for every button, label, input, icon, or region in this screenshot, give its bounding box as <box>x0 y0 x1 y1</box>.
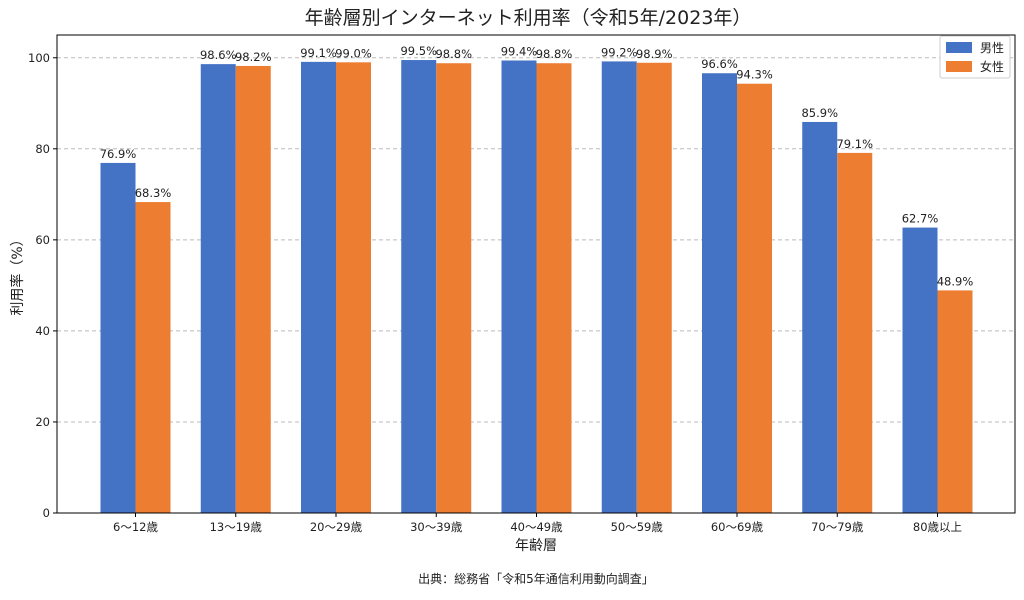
bar-value-label: 98.6% <box>200 48 237 62</box>
data-labels: 76.9%68.3%98.6%98.2% 99.1%99.0% 99.5%98.8%… <box>100 44 974 288</box>
bar-male <box>501 60 537 513</box>
x-tick-label: 50〜59歳 <box>611 520 664 534</box>
y-tick-label: 40 <box>35 324 50 338</box>
bar-value-label: 96.6% <box>701 57 738 71</box>
x-tick-label: 6〜12歳 <box>113 520 158 534</box>
bar-value-label: 68.3% <box>135 186 172 200</box>
bar-male <box>401 60 437 514</box>
bar-value-label: 98.9% <box>636 47 673 61</box>
bar-female <box>937 290 973 513</box>
x-tick-label: 80歳以上 <box>913 520 962 534</box>
bar-female <box>737 83 772 513</box>
y-tick-label: 0 <box>43 506 50 520</box>
source-note: 出典：総務省「令和5年通信利用動向調査」 <box>418 571 654 586</box>
bar-female <box>235 65 271 514</box>
bar-female <box>636 62 672 513</box>
y-tick-label: 60 <box>35 233 50 247</box>
x-tick-label: 30〜39歳 <box>410 520 463 534</box>
bar-value-label: 85.9% <box>801 106 838 120</box>
bar-value-label: 62.7% <box>902 212 939 226</box>
bar-value-label: 99.2% <box>601 45 638 59</box>
bar-male <box>100 162 136 513</box>
x-axis: 6〜12歳 13〜19歳 20〜29歳 30〜39歳 40〜49歳 50〜59歳 60〜69… <box>113 513 962 534</box>
x-tick-label: 40〜49歳 <box>510 520 563 534</box>
x-tick-label: 70〜79歳 <box>811 520 864 534</box>
bar-male <box>601 61 637 513</box>
y-axis-label: 利用率（%） <box>9 232 26 315</box>
x-tick-label: 20〜29歳 <box>310 520 363 534</box>
bar-female <box>336 62 371 514</box>
bar-value-label: 98.8% <box>435 47 472 61</box>
legend-label: 男性 <box>980 41 1004 55</box>
bar-female <box>135 202 171 513</box>
legend-swatch <box>946 61 972 72</box>
bar-female <box>436 63 472 513</box>
bar-value-label: 98.8% <box>536 47 573 61</box>
bar-value-label: 79.1% <box>836 137 873 151</box>
legend-swatch <box>946 42 972 53</box>
bar-male <box>301 61 336 514</box>
x-tick-label: 60〜69歳 <box>711 520 764 534</box>
bars <box>100 60 973 514</box>
y-tick-label: 20 <box>35 415 50 429</box>
bar-male <box>802 121 838 514</box>
y-tick-label: 100 <box>28 51 50 65</box>
bar-value-label: 99.4% <box>501 44 538 58</box>
bar-male <box>902 227 938 513</box>
legend-label: 女性 <box>980 59 1004 74</box>
bar-value-label: 48.9% <box>937 274 974 288</box>
bar-value-label: 76.9% <box>100 147 137 161</box>
bar-value-label: 99.5% <box>400 44 437 58</box>
x-axis-label: 年齢層 <box>515 538 557 554</box>
x-tick-label: 13〜19歳 <box>210 520 263 534</box>
y-axis: 0 20 40 60 80 100 <box>28 51 57 520</box>
bar-value-label: 99.0% <box>335 46 372 60</box>
bar-male <box>702 73 737 514</box>
y-tick-label: 80 <box>35 142 50 156</box>
bar-value-label: 99.1% <box>300 46 337 60</box>
bar-female <box>536 63 572 513</box>
bar-value-label: 94.3% <box>736 68 773 82</box>
chart-title: 年齢層別インターネット利用率（令和5年/2023年） <box>305 7 752 29</box>
bar-male <box>200 64 236 513</box>
bar-female <box>837 152 873 513</box>
bar-value-label: 98.2% <box>235 50 272 64</box>
